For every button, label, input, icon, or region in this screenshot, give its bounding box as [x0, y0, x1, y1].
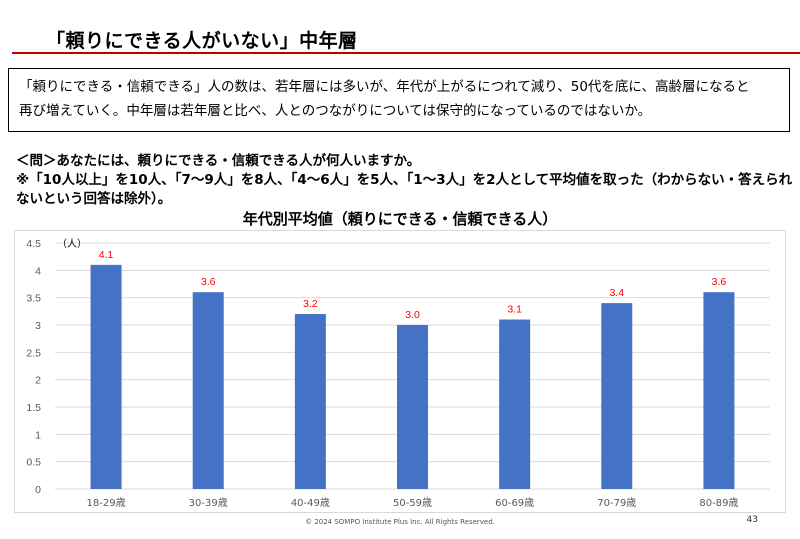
y-tick-label: 4	[35, 265, 41, 277]
data-label: 3.6	[712, 276, 727, 288]
data-label: 3.0	[405, 309, 420, 321]
question-line-1: ＜問＞あなたには、頼りにできる・信頼できる人が何人いますか。	[16, 153, 421, 169]
question-text: ＜問＞あなたには、頼りにできる・信頼できる人が何人いますか。 ※「10人以上」を…	[16, 152, 792, 209]
y-tick-label: 3.5	[26, 293, 41, 305]
data-label: 3.6	[201, 276, 216, 288]
data-label: 3.1	[507, 304, 522, 316]
copyright-footer: © 2024 SOMPO Institute Plus Inc. All Rig…	[305, 518, 495, 526]
bar	[499, 319, 531, 489]
title-underline	[12, 52, 800, 54]
bar	[397, 325, 428, 489]
question-line-3: ないという回答は除外）。	[16, 191, 172, 207]
y-tick-label: 2	[35, 375, 41, 387]
chart-title: 年代別平均値（頼りにできる・信頼できる人）	[242, 210, 558, 228]
bar	[90, 264, 122, 489]
data-label: 3.4	[609, 287, 624, 299]
y-tick-label: 2.5	[26, 347, 41, 359]
bar	[294, 314, 326, 489]
bar	[703, 292, 735, 489]
slide-title: 「頼りにできる人がいない」中年層	[46, 30, 358, 52]
y-tick-label: 1	[35, 429, 41, 441]
page-number: 43	[746, 515, 758, 525]
y-tick-label: 0	[35, 484, 41, 496]
chart-frame: 0 0.5 1 1.5 2 2.5 3 3.5 4 4.5 （人） 4.1 18-29歳 3.6 30-39…	[14, 230, 786, 513]
x-category-label: 18-29歳	[87, 497, 126, 509]
x-category-label: 60-69歳	[495, 497, 534, 509]
data-label: 3.2	[303, 298, 318, 310]
x-category-label: 30-39歳	[189, 497, 228, 509]
bar	[601, 303, 633, 489]
data-label: 4.1	[99, 249, 114, 261]
x-category-label: 80-89歳	[699, 497, 738, 509]
y-tick-label: 0.5	[26, 457, 41, 469]
bar	[192, 292, 224, 489]
summary-box: 「頼りにできる・信頼できる」人の数は、若年層には多いが、年代が上がるにつれて減り…	[8, 68, 790, 132]
y-tick-label: 3	[35, 320, 41, 332]
question-line-2: ※「10人以上」を10人、「7～9人」を8人、「4～6人」を5人、「1～3人」を…	[16, 172, 793, 188]
y-axis-unit-label: （人）	[57, 238, 87, 250]
bar-chart: 0 0.5 1 1.5 2 2.5 3 3.5 4 4.5 （人） 4.1 18-29歳 3.6 30-39…	[26, 238, 770, 509]
summary-line-1: 「頼りにできる・信頼できる」人の数は、若年層には多いが、年代が上がるにつれて減り…	[19, 79, 750, 95]
x-category-label: 50-59歳	[393, 497, 432, 509]
y-tick-label: 4.5	[26, 238, 41, 250]
x-category-label: 70-79歳	[597, 497, 636, 509]
y-tick-label: 1.5	[26, 402, 41, 414]
x-category-label: 40-49歳	[291, 497, 330, 509]
summary-line-2: 再び増えていく。中年層は若年層と比べ、人とのつながりについては保守的になっている…	[19, 103, 652, 119]
